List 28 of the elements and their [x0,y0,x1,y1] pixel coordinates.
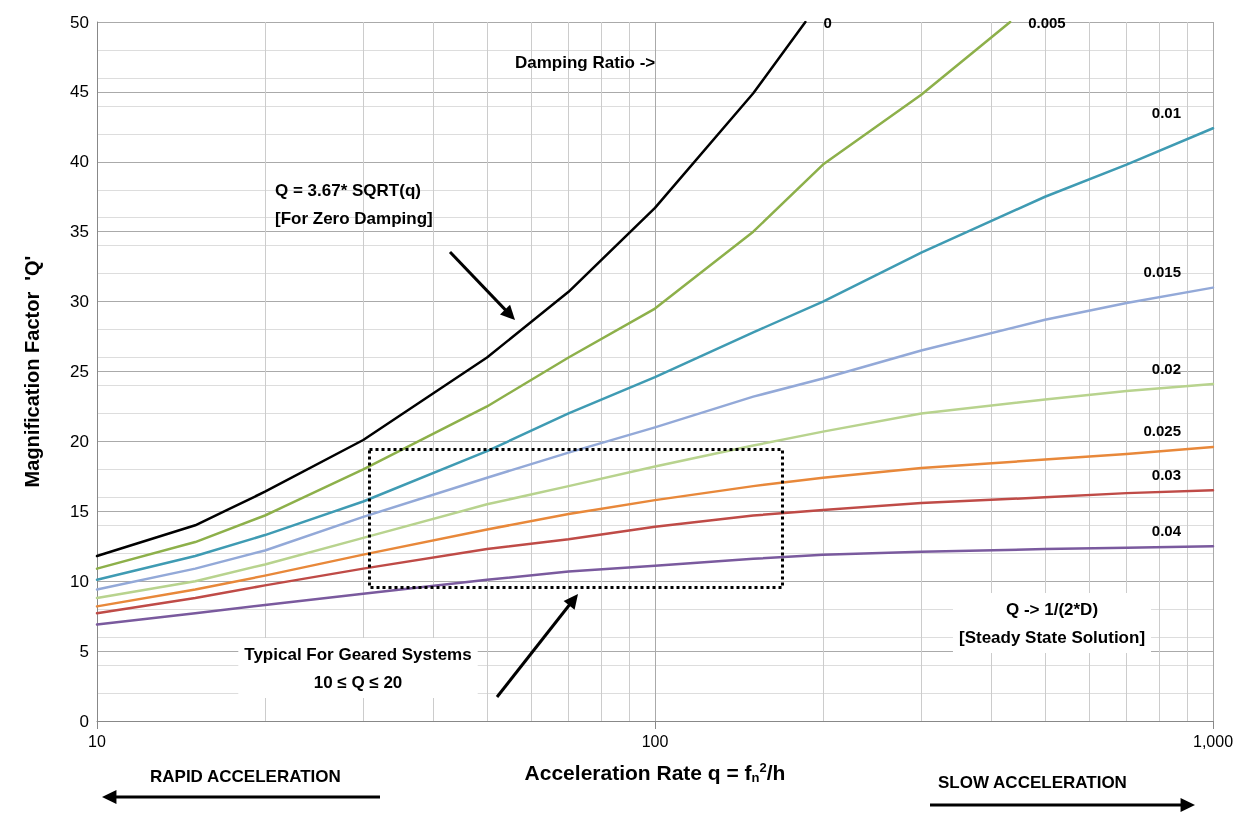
series-label: 0 [823,13,832,31]
series-label: 0.02 [1151,359,1181,377]
y-axis-title: Magnification Factor 'Q' [21,255,43,488]
series-label: 0.015 [1143,263,1181,281]
annotation: Typical For Geared Systems 10 ≤ Q ≤ 20 [244,644,472,692]
x-tick-label: 1,000 [1192,732,1234,750]
text: RAPID ACCELERATION [150,766,341,786]
y-tick-label: 15 [70,501,89,521]
series-label: 0.025 [1143,422,1181,440]
annotation: Damping Ratio -> [515,52,656,72]
y-tick-label: 35 [70,222,89,242]
y-tick-label: 20 [70,431,89,451]
series-label: 0.03 [1151,465,1181,483]
annotation: Q = 3.67* SQRT(q) [For Zero Damping] [275,180,433,228]
y-tick-label: 30 [70,292,89,312]
y-tick-label: 5 [79,641,89,661]
annotation: Q -> 1/(2*D) [Steady State Solution] [958,599,1146,647]
y-tick-label: 50 [70,12,89,32]
y-tick-label: 25 [70,362,89,381]
y-tick-label: 45 [70,82,89,102]
y-tick-label: 10 [70,571,89,591]
series-label: 0.04 [1151,521,1182,539]
text: SLOW ACCELERATION [938,772,1127,792]
x-tick-label: 100 [641,732,669,750]
series-label: 0.005 [1028,13,1066,31]
y-tick-label: 40 [70,152,89,172]
y-tick-label: 0 [79,711,89,731]
series-label: 0.01 [1151,103,1181,121]
